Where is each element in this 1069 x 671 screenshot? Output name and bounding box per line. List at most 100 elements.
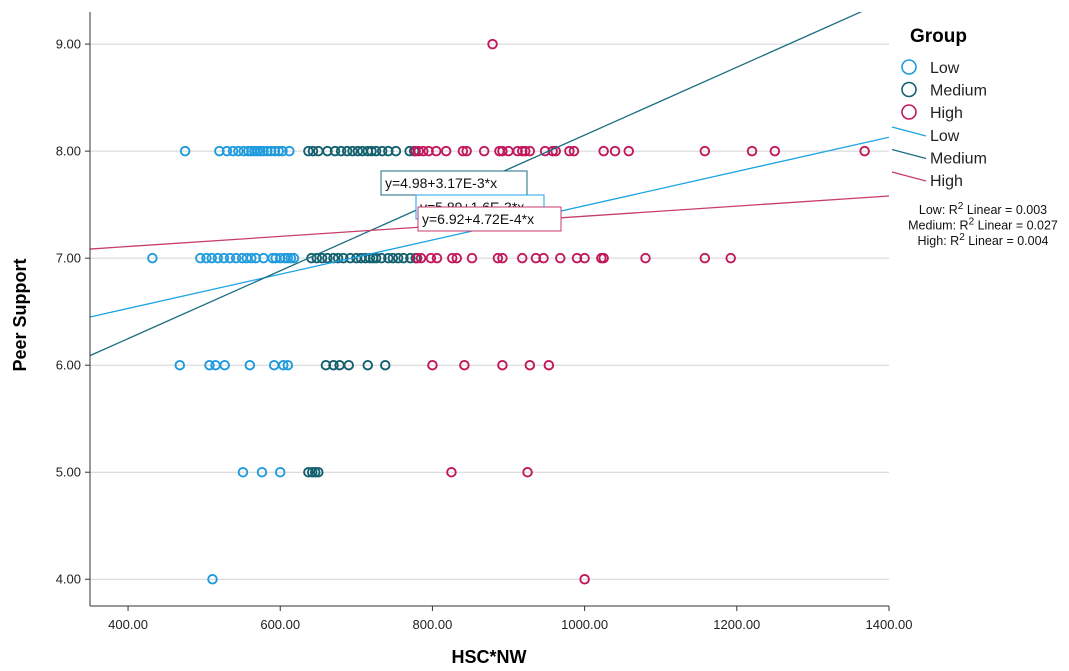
point-high xyxy=(466,252,478,264)
point-high xyxy=(538,252,549,264)
point-low xyxy=(179,145,191,157)
point-high xyxy=(568,145,580,157)
point-medium xyxy=(338,252,349,264)
point-low xyxy=(233,145,244,157)
point-medium xyxy=(370,252,382,264)
point-medium xyxy=(309,466,321,478)
y-tick-label: 9.00 xyxy=(56,37,81,52)
legend-line-entries: Low Medium High xyxy=(891,126,987,190)
point-medium xyxy=(405,252,416,264)
point-high xyxy=(859,145,870,157)
point-high xyxy=(423,145,434,157)
r2-prefix: High: R xyxy=(918,234,960,248)
point-low xyxy=(265,145,277,157)
point-medium xyxy=(360,252,371,264)
point-low xyxy=(255,145,266,157)
legend-marker-medium xyxy=(901,81,917,98)
y-tick-label: 6.00 xyxy=(56,358,81,373)
point-low xyxy=(218,252,230,264)
point-high xyxy=(427,359,438,371)
point-high xyxy=(497,145,508,157)
point-low xyxy=(250,252,262,264)
x-axis-label: HSC*NW xyxy=(452,647,527,667)
point-medium xyxy=(303,466,314,478)
point-low xyxy=(246,252,257,264)
point-medium xyxy=(328,359,339,371)
point-medium xyxy=(347,145,358,157)
point-low xyxy=(285,252,297,264)
point-high xyxy=(524,359,536,371)
r2-suffix: Linear = 0.003 xyxy=(963,203,1047,217)
point-high xyxy=(579,573,590,585)
point-high xyxy=(440,145,452,157)
point-high xyxy=(410,145,421,157)
point-medium xyxy=(303,145,314,157)
point-medium xyxy=(335,145,347,157)
point-high xyxy=(492,252,504,264)
point-medium xyxy=(343,359,354,371)
legend-marker-low xyxy=(901,59,917,75)
point-high xyxy=(425,252,437,264)
point-high xyxy=(725,252,736,264)
point-high xyxy=(522,466,533,478)
point-medium xyxy=(379,359,391,371)
point-high xyxy=(543,359,555,371)
point-low xyxy=(230,252,242,264)
point-low xyxy=(238,145,249,157)
point-low xyxy=(256,466,268,478)
point-high xyxy=(487,38,498,50)
point-medium xyxy=(376,145,388,157)
point-high xyxy=(415,252,427,264)
point-medium xyxy=(316,252,328,264)
point-high xyxy=(459,359,470,371)
point-low xyxy=(274,466,286,478)
legend-label: Medium xyxy=(930,83,987,100)
point-medium xyxy=(387,252,399,264)
point-medium xyxy=(329,145,341,157)
point-medium xyxy=(306,466,318,478)
grid-layer xyxy=(90,43,889,580)
equation-label-medium: y=4.98+3.17E-3*x xyxy=(380,170,528,196)
point-low xyxy=(267,252,278,264)
point-low xyxy=(282,252,294,264)
r2-suffix: Linear = 0.004 xyxy=(965,234,1049,248)
point-high xyxy=(598,145,609,157)
point-low xyxy=(278,359,289,371)
point-medium xyxy=(383,145,394,157)
point-high xyxy=(497,252,508,264)
legend-line-label: Low xyxy=(930,128,960,145)
point-high xyxy=(461,145,472,157)
x-tick-label: 1200.00 xyxy=(713,617,760,632)
legend: Group Low Medium High Low Medium High Low: R… xyxy=(891,26,1058,248)
point-high xyxy=(411,252,423,264)
point-high xyxy=(430,145,442,157)
point-low xyxy=(224,252,236,264)
legend-line-label: High xyxy=(930,173,963,190)
point-high xyxy=(418,145,429,157)
point-high xyxy=(413,145,424,157)
legend-label: High xyxy=(930,105,963,122)
y-tick-label: 5.00 xyxy=(56,465,81,480)
point-low xyxy=(206,252,218,264)
point-high xyxy=(520,145,531,157)
point-low xyxy=(273,145,284,157)
point-medium xyxy=(370,145,382,157)
point-high xyxy=(516,145,528,157)
legend-title: Group xyxy=(910,26,967,47)
point-low xyxy=(212,252,224,264)
point-high xyxy=(746,145,758,157)
point-low xyxy=(284,145,295,157)
point-medium xyxy=(332,252,344,264)
point-high xyxy=(478,145,490,157)
point-high xyxy=(530,252,542,264)
point-high xyxy=(623,145,635,157)
equation-box xyxy=(417,206,562,232)
point-medium xyxy=(376,252,387,264)
legend-marker-entries: Low Medium High xyxy=(901,59,987,122)
r2-label-2: High: R2 Linear = 0.004 xyxy=(918,232,1049,248)
r2-superscript: 2 xyxy=(958,201,964,212)
point-high xyxy=(571,252,583,264)
point-high xyxy=(431,252,443,264)
r2-prefix: Low: R xyxy=(919,203,958,217)
